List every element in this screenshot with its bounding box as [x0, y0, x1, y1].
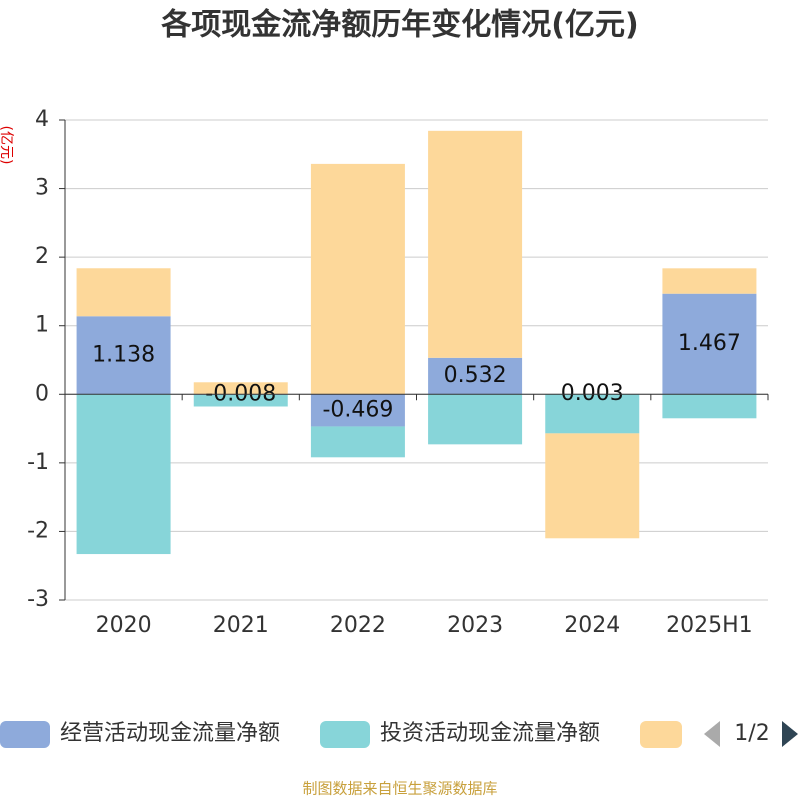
y-tick-label: 1 — [35, 313, 49, 338]
x-tick-label: 2020 — [96, 613, 152, 638]
data-label: 1.467 — [678, 331, 741, 356]
bar — [545, 433, 639, 538]
legend-swatch — [0, 721, 50, 748]
x-tick-label: 2021 — [213, 613, 269, 638]
y-tick-label: 0 — [35, 381, 49, 406]
y-tick-label: -3 — [27, 587, 49, 612]
y-tick-label: -1 — [27, 450, 49, 475]
bar — [77, 268, 171, 316]
bar — [311, 164, 405, 394]
legend-swatch — [320, 721, 370, 748]
data-label: 0.532 — [444, 363, 507, 388]
chart-title: 各项现金流净额历年变化情况(亿元) — [160, 8, 638, 43]
legend-prev[interactable] — [704, 721, 720, 747]
bar — [428, 394, 522, 444]
x-tick-label: 2023 — [447, 613, 503, 638]
bar — [77, 394, 171, 554]
y-tick-label: 4 — [35, 107, 49, 132]
x-tick-label: 2022 — [330, 613, 386, 638]
legend-next[interactable] — [782, 721, 798, 747]
bar — [428, 131, 522, 358]
x-tick-label: 2025H1 — [666, 613, 753, 638]
x-tick-label: 2024 — [564, 613, 620, 638]
bar — [662, 268, 756, 293]
legend-label: 投资活动现金流量净额 — [380, 721, 600, 746]
bar — [311, 426, 405, 457]
legend-swatch — [640, 721, 682, 748]
data-label: 1.138 — [92, 342, 155, 367]
y-tick-label: -2 — [27, 518, 49, 543]
bar — [662, 394, 756, 418]
legend-page: 1/2 — [734, 721, 769, 746]
data-label: 0.003 — [561, 381, 624, 406]
y-axis-label: (亿元) — [0, 126, 14, 165]
y-tick-label: 3 — [35, 176, 49, 201]
data-label: -0.469 — [322, 397, 393, 422]
y-tick-label: 2 — [35, 244, 49, 269]
legend-label: 经营活动现金流量净额 — [60, 721, 280, 746]
source-note: 制图数据来自恒生聚源数据库 — [302, 780, 497, 798]
